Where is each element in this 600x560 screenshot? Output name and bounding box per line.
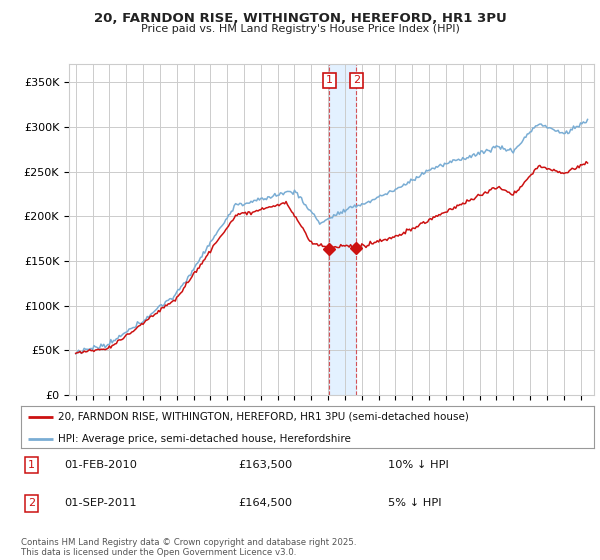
- Text: 01-SEP-2011: 01-SEP-2011: [64, 498, 137, 508]
- Text: 01-FEB-2010: 01-FEB-2010: [64, 460, 137, 470]
- Text: Contains HM Land Registry data © Crown copyright and database right 2025.
This d: Contains HM Land Registry data © Crown c…: [21, 538, 356, 557]
- Text: 10% ↓ HPI: 10% ↓ HPI: [388, 460, 449, 470]
- Text: £163,500: £163,500: [239, 460, 293, 470]
- Text: 1: 1: [28, 460, 35, 470]
- Text: 1: 1: [326, 76, 333, 86]
- Text: 2: 2: [28, 498, 35, 508]
- Text: 20, FARNDON RISE, WITHINGTON, HEREFORD, HR1 3PU (semi-detached house): 20, FARNDON RISE, WITHINGTON, HEREFORD, …: [58, 412, 469, 422]
- Text: Price paid vs. HM Land Registry's House Price Index (HPI): Price paid vs. HM Land Registry's House …: [140, 24, 460, 34]
- Text: 20, FARNDON RISE, WITHINGTON, HEREFORD, HR1 3PU: 20, FARNDON RISE, WITHINGTON, HEREFORD, …: [94, 12, 506, 25]
- Text: £164,500: £164,500: [239, 498, 293, 508]
- Text: HPI: Average price, semi-detached house, Herefordshire: HPI: Average price, semi-detached house,…: [58, 434, 351, 444]
- Bar: [329, 64, 356, 395]
- Text: 2: 2: [353, 76, 360, 86]
- Text: 5% ↓ HPI: 5% ↓ HPI: [388, 498, 442, 508]
